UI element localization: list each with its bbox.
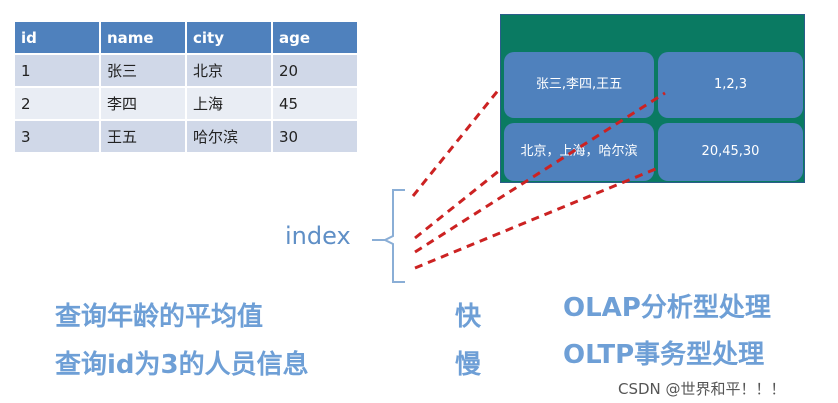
table-header-row: id name city age — [15, 22, 357, 53]
cell: 45 — [273, 88, 357, 119]
cell: 李四 — [101, 88, 185, 119]
cell: 北京 — [187, 55, 271, 86]
ids-cell: 1,2,3 — [658, 52, 803, 118]
query-2: 查询id为3的人员信息 — [55, 350, 309, 380]
header-name: name — [101, 22, 185, 53]
pointer-line — [411, 87, 502, 197]
pointer-line — [414, 168, 501, 240]
cell: 30 — [273, 121, 357, 152]
names-cell: 张三,李四,王五 — [504, 52, 654, 118]
cell: 20 — [273, 55, 357, 86]
type-2: OLTP事务型处理 — [563, 340, 765, 370]
header-age: age — [273, 22, 357, 53]
table-row: 2 李四 上海 45 — [15, 88, 357, 119]
cell: 上海 — [187, 88, 271, 119]
cell: 王五 — [101, 121, 185, 152]
table-row: 3 王五 哈尔滨 30 — [15, 121, 357, 152]
cell: 3 — [15, 121, 99, 152]
watermark: CSDN @世界和平！！！ — [618, 380, 786, 398]
brace-icon — [372, 189, 405, 283]
table-row: 1 张三 北京 20 — [15, 55, 357, 86]
cell: 哈尔滨 — [187, 121, 271, 152]
header-city: city — [187, 22, 271, 53]
cell: 张三 — [101, 55, 185, 86]
pointer-line — [414, 91, 666, 254]
cell: 1 — [15, 55, 99, 86]
query-1: 查询年龄的平均值 — [55, 302, 264, 332]
index-label: index — [285, 222, 351, 250]
cities-cell: 北京，上海，哈尔滨 — [504, 123, 654, 181]
cell: 2 — [15, 88, 99, 119]
pointer-line — [414, 166, 659, 270]
ages-cell: 20,45,30 — [658, 123, 803, 181]
header-id: id — [15, 22, 99, 53]
speed-1: 快 — [455, 302, 482, 332]
type-1: OLAP分析型处理 — [563, 293, 771, 323]
row-store-table: id name city age 1 张三 北京 20 2 李四 上海 45 3 王五 哈尔滨 3… — [13, 20, 359, 154]
speed-2: 慢 — [455, 350, 482, 380]
